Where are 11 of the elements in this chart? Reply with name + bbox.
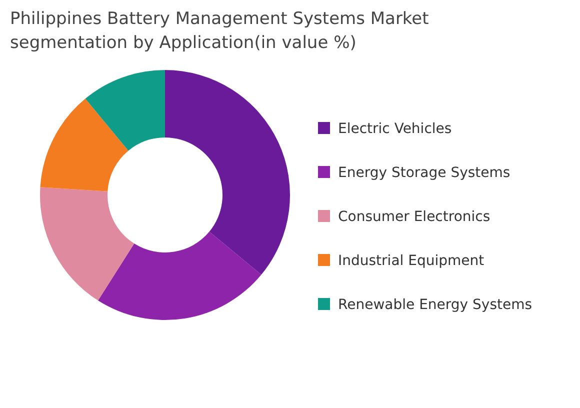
donut-slice	[40, 98, 128, 192]
donut-slice	[85, 70, 165, 151]
legend-label: Consumer Electronics	[338, 209, 490, 225]
donut-slice	[40, 187, 134, 301]
legend-label: Industrial Equipment	[338, 253, 485, 269]
donut-slice	[165, 70, 290, 275]
donut-slice	[98, 232, 262, 320]
legend-label: Renewable Energy Systems	[338, 297, 532, 313]
chart-title: Philippines Battery Management Systems Market segmentation by Application(in value %)	[10, 9, 430, 53]
legend-label: Energy Storage Systems	[338, 165, 510, 181]
legend-label: Electric Vehicles	[338, 121, 452, 137]
